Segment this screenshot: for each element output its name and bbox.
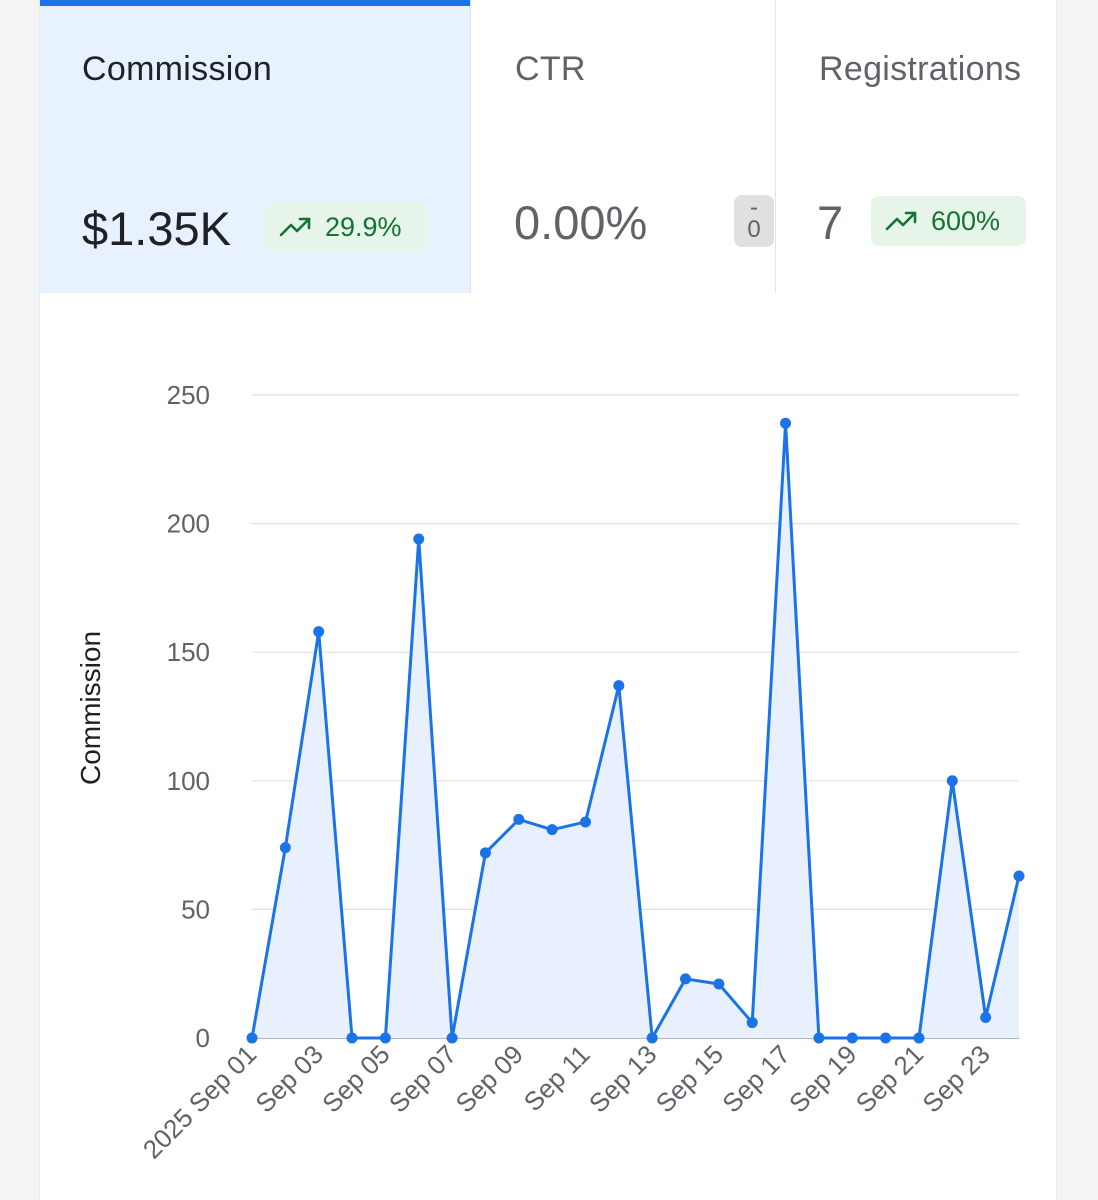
x-tick-label: Sep 05: [316, 1039, 395, 1118]
series-area: [252, 423, 1019, 1038]
trending-up-icon: [279, 217, 311, 237]
x-tick-label: Sep 13: [583, 1039, 662, 1118]
ctr-change-dash: -: [750, 194, 758, 221]
metric-tabs: Commission $1.35K 29.9% CTR 0.00% - 0 Re…: [40, 0, 1056, 293]
series-line: [250, 421, 1021, 1040]
y-tick-label: 50: [181, 894, 210, 924]
data-point: [379, 1032, 391, 1044]
tab-commission[interactable]: Commission $1.35K 29.9%: [40, 0, 470, 293]
x-tick-label: Sep 09: [450, 1039, 529, 1118]
data-point: [946, 775, 958, 787]
data-point: [246, 1032, 258, 1044]
y-tick-label: 250: [167, 380, 210, 410]
x-tick-label: Sep 23: [916, 1039, 995, 1118]
trending-up-icon: [885, 211, 917, 231]
y-tick-label: 0: [196, 1023, 210, 1053]
ctr-value: 0.00%: [514, 196, 648, 249]
tab-commission-label: Commission: [82, 50, 273, 88]
x-tick-label: Sep 03: [249, 1039, 328, 1118]
data-point: [980, 1011, 992, 1023]
data-point: [713, 978, 725, 990]
registrations-change-text: 600%: [931, 205, 1001, 236]
data-point: [813, 1032, 825, 1044]
data-point: [746, 1017, 758, 1029]
commission-change-text: 29.9%: [325, 211, 402, 242]
ctr-change-badge: - 0: [734, 195, 774, 247]
commission-value: $1.35K: [82, 202, 231, 255]
data-point: [479, 847, 491, 859]
x-tick-label: Sep 19: [783, 1039, 862, 1118]
x-tick-label: 2025 Sep 01: [137, 1039, 262, 1164]
x-tick-label: Sep 17: [716, 1039, 795, 1118]
data-point: [613, 680, 625, 692]
data-point: [646, 1032, 658, 1044]
x-tick-label: Sep 07: [383, 1039, 462, 1118]
data-point: [880, 1032, 892, 1044]
data-point: [1013, 870, 1025, 882]
y-tick-label: 100: [167, 766, 210, 796]
ctr-change-zero: 0: [747, 216, 761, 243]
data-point: [513, 813, 525, 825]
data-point: [579, 816, 591, 828]
tab-registrations[interactable]: Registrations 7 600%: [775, 0, 1056, 293]
data-point: [846, 1032, 858, 1044]
data-point: [446, 1032, 458, 1044]
data-point: [413, 533, 425, 545]
registrations-value: 7: [817, 196, 844, 249]
tab-registrations-label: Registrations: [819, 50, 1022, 88]
tab-ctr-label: CTR: [515, 50, 586, 88]
metrics-card: Commission $1.35K 29.9% CTR 0.00% - 0 Re…: [40, 0, 1056, 1200]
x-tick-label: Sep 11: [518, 1039, 596, 1117]
data-point: [780, 417, 792, 429]
data-point: [913, 1032, 925, 1044]
commission-change-badge: 29.9%: [265, 202, 428, 252]
y-axis-title: Commission: [75, 631, 106, 785]
data-point: [279, 842, 291, 854]
data-point: [680, 973, 692, 985]
tab-ctr[interactable]: CTR 0.00% - 0: [470, 0, 775, 293]
x-tick-label: Sep 21: [850, 1039, 929, 1118]
y-tick-label: 150: [167, 637, 210, 667]
data-point: [346, 1032, 358, 1044]
registrations-change-badge: 600%: [871, 196, 1026, 246]
data-point: [313, 626, 325, 638]
data-point: [546, 824, 558, 836]
x-tick-label: Sep 15: [650, 1039, 729, 1118]
y-tick-label: 200: [167, 509, 210, 539]
